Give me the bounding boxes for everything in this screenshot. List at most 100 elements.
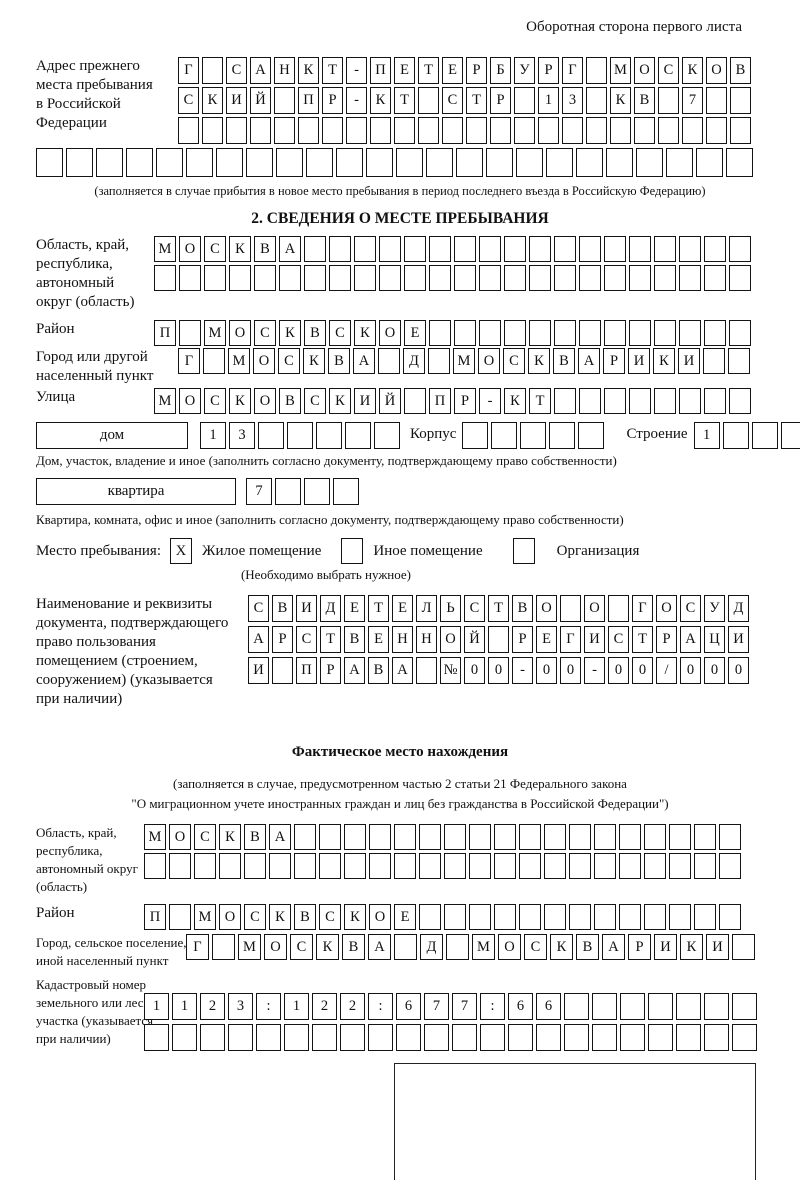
char-cell: Л: [416, 595, 437, 622]
char-cell: [728, 348, 750, 374]
char-cell: [780, 422, 800, 449]
char-cell: [732, 993, 757, 1020]
char-cell: 0: [632, 657, 653, 684]
char-cell: [514, 117, 535, 144]
char-cell: 0: [608, 657, 629, 684]
document-block: Наименование и реквизиты документа, подт…: [36, 595, 764, 709]
char-cell: [469, 904, 491, 930]
char-cell: Р: [628, 934, 651, 960]
char-cell: 1: [284, 993, 309, 1020]
char-cell: [274, 117, 295, 144]
char-cell: В: [244, 824, 266, 850]
char-cell: [200, 1024, 225, 1051]
char-cell: В: [254, 236, 276, 262]
char-cell: [604, 320, 626, 346]
char-cell: [519, 853, 541, 879]
char-cell: С: [658, 57, 679, 84]
char-cell: [516, 148, 543, 177]
char-cell: [316, 422, 342, 449]
char-cell: [658, 87, 679, 114]
char-cell: [418, 87, 439, 114]
char-cell: С: [464, 595, 485, 622]
stroenie-row: 1: [693, 422, 800, 449]
char-cell: [429, 320, 451, 346]
char-cell: [544, 853, 566, 879]
char-cell: [544, 824, 566, 850]
char-cell: О: [478, 348, 500, 374]
label-line: Область, край,: [36, 825, 117, 840]
char-cell: [254, 265, 276, 291]
char-cell: [424, 1024, 449, 1051]
char-cell: [186, 148, 213, 177]
char-cell: 2: [200, 993, 225, 1020]
char-cell: [36, 148, 63, 177]
char-cell: [579, 265, 601, 291]
char-cell: К: [682, 57, 703, 84]
char-cell: [329, 265, 351, 291]
char-cell: [569, 853, 591, 879]
char-cell: Е: [536, 626, 557, 653]
char-cell: [444, 853, 466, 879]
char-cell: [704, 236, 726, 262]
char-cell: [156, 148, 183, 177]
char-cell: [586, 57, 607, 84]
char-cell: [479, 320, 501, 346]
char-cell: А: [279, 236, 301, 262]
label-line: в Российской: [36, 96, 121, 112]
char-cell: [679, 388, 701, 414]
char-cell: 3: [228, 993, 253, 1020]
char-cell: О: [584, 595, 605, 622]
char-cell: [704, 388, 726, 414]
char-cell: П: [154, 320, 176, 346]
char-cell: О: [254, 388, 276, 414]
char-cell: 0: [536, 657, 557, 684]
char-cell: И: [226, 87, 247, 114]
char-cell: [269, 853, 291, 879]
char-cell: В: [272, 595, 293, 622]
label-line: места пребывания: [36, 77, 153, 93]
char-cell: -: [346, 87, 367, 114]
char-cell: [304, 265, 326, 291]
label-line: Федерации: [36, 115, 107, 131]
char-cell: 0: [488, 657, 509, 684]
checkbox-organization: [512, 538, 535, 564]
char-cell: С: [304, 388, 326, 414]
actual-region-row-2: [144, 853, 741, 879]
char-cell: [276, 148, 303, 177]
char-cell: [444, 904, 466, 930]
char-cell: 7: [246, 478, 272, 505]
label-line: населенный пункт: [36, 368, 154, 384]
char-cell: [719, 853, 741, 879]
char-cell: [679, 320, 701, 346]
char-cell: [592, 1024, 617, 1051]
korpus-label: Корпус: [410, 426, 457, 442]
char-cell: К: [354, 320, 376, 346]
char-cell: И: [728, 626, 749, 653]
char-cell: [578, 422, 605, 449]
char-cell: [679, 265, 701, 291]
char-cell: [729, 265, 751, 291]
char-cell: [216, 148, 243, 177]
option-organization-label: Организация: [556, 542, 640, 559]
char-cell: [169, 904, 191, 930]
label-line: Адрес прежнего: [36, 58, 140, 74]
char-cell: [394, 853, 416, 879]
region-block: Область, край, республика, автономный ок…: [36, 236, 764, 312]
char-cell: [212, 934, 235, 960]
char-cell: [514, 87, 535, 114]
char-cell: К: [219, 824, 241, 850]
char-cell: [604, 236, 626, 262]
char-cell: [346, 117, 367, 144]
char-cell: [374, 422, 400, 449]
char-cell: 7: [424, 993, 449, 1020]
char-cell: 6: [508, 993, 533, 1020]
char-cell: И: [296, 595, 317, 622]
char-cell: 3: [229, 422, 255, 449]
char-cell: А: [248, 626, 269, 653]
char-cell: А: [602, 934, 625, 960]
apartment-row: 7: [246, 478, 359, 505]
